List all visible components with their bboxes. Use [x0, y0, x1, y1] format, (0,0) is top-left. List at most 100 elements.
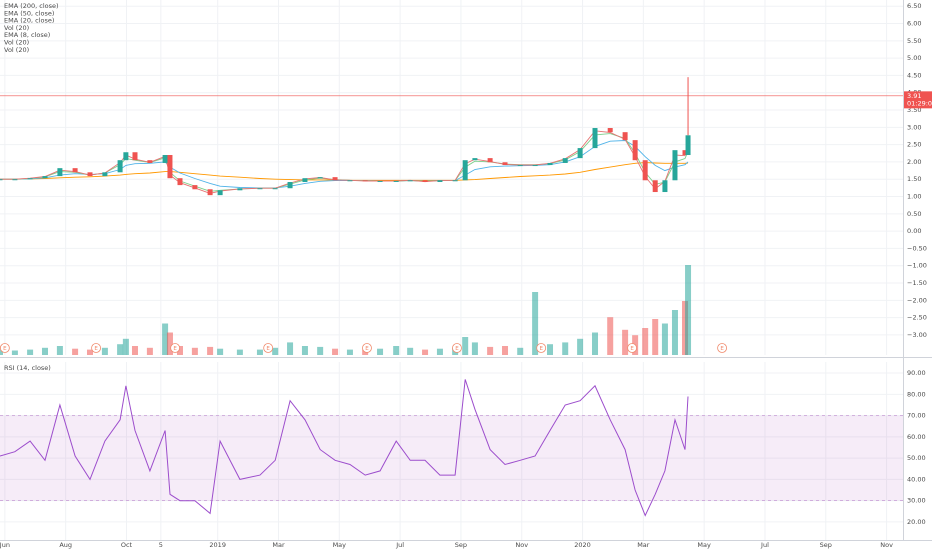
candle	[217, 190, 223, 196]
candle	[562, 158, 568, 163]
y-tick-label: 50.00	[907, 454, 926, 462]
candle	[682, 150, 688, 156]
y-tick-label: 5.00	[907, 54, 921, 62]
x-tick-label: Oct	[121, 541, 133, 549]
volume-bar	[287, 342, 294, 355]
candle	[472, 158, 478, 161]
candle	[662, 180, 668, 193]
earnings-label: E	[365, 346, 369, 352]
volume-bar	[577, 338, 584, 355]
y-tick-label: 60.00	[907, 433, 926, 441]
y-tick-label: 80.00	[907, 390, 926, 398]
earnings-label: E	[3, 346, 7, 352]
volume-bar	[122, 338, 129, 355]
candle	[502, 162, 508, 166]
earnings-label: E	[266, 346, 270, 352]
x-tick-label: Jul	[395, 541, 404, 549]
earnings-marker	[0, 343, 10, 353]
x-tick-label: Jul	[760, 541, 769, 549]
candle	[532, 165, 538, 167]
candle	[332, 177, 338, 181]
candle	[272, 188, 278, 190]
volume-bar	[162, 323, 169, 355]
candle	[177, 178, 183, 186]
volume-bar	[471, 342, 478, 355]
legend-entry: Vol (20)	[4, 39, 29, 47]
candle	[422, 180, 428, 182]
legend-entry: EMA (8, close)	[4, 31, 50, 39]
candle	[487, 158, 493, 163]
y-tick-label: 40.00	[907, 475, 926, 483]
rsi-band	[0, 415, 903, 501]
x-tick-label: May	[333, 541, 347, 549]
candle	[347, 180, 353, 182]
y-tick-label: 70.00	[907, 412, 926, 420]
volume-bar	[72, 348, 79, 355]
candle	[0, 179, 3, 181]
candle	[622, 132, 628, 141]
earnings-marker	[536, 343, 547, 353]
earnings-marker	[452, 343, 462, 353]
candle	[393, 180, 399, 182]
volume-bar	[671, 310, 678, 355]
candle	[547, 162, 553, 166]
volume-bar	[11, 350, 18, 355]
candle	[642, 160, 648, 181]
volume-bar	[27, 349, 34, 355]
candle	[237, 188, 243, 191]
volume-bar	[622, 329, 629, 355]
volume-bar	[532, 292, 539, 355]
earnings-label: E	[173, 346, 177, 352]
y-tick-label: 0.00	[907, 227, 921, 235]
volume-bar	[487, 346, 494, 355]
volume-bar	[462, 337, 469, 355]
candle	[452, 180, 458, 182]
candle	[42, 176, 48, 179]
earnings-marker	[362, 343, 372, 353]
earnings-marker	[263, 343, 274, 353]
volume-bar	[547, 344, 554, 355]
candle	[287, 181, 293, 189]
volume-bar	[191, 347, 198, 355]
x-tick-label: Nov	[880, 541, 893, 549]
y-tick-label: 5.50	[907, 37, 921, 45]
volume-bar	[117, 344, 124, 355]
countdown-label: 01:29:06	[907, 99, 932, 107]
volume-bar	[56, 346, 63, 355]
volume-bar	[146, 347, 153, 355]
y-tick-label: 30.00	[907, 497, 926, 505]
candle	[132, 152, 138, 161]
y-tick-label: −3.00	[907, 331, 927, 339]
y-tick-label: 3.50	[907, 106, 921, 114]
volume-bar	[236, 349, 243, 355]
volume-bar	[592, 332, 599, 355]
x-tick-label: Jun	[0, 541, 10, 549]
volume-bar	[272, 347, 279, 355]
volume-bar	[685, 265, 692, 355]
candle	[302, 178, 308, 182]
y-tick-label: 4.50	[907, 71, 921, 79]
candle	[592, 128, 598, 149]
volume-bar	[317, 346, 324, 355]
x-tick-label: 5	[159, 541, 163, 549]
candle	[462, 160, 468, 181]
candle	[607, 128, 613, 133]
candle	[437, 180, 443, 182]
candle	[12, 179, 18, 181]
candle	[577, 148, 583, 159]
x-tick-label: Sep	[455, 541, 467, 549]
y-tick-label: 90.00	[907, 369, 926, 377]
earnings-marker	[627, 343, 637, 353]
volume-bar	[0, 349, 3, 355]
ema-line	[0, 130, 689, 194]
last-price-label: 3.91	[907, 92, 921, 100]
candle	[652, 180, 658, 193]
volume-bar	[166, 332, 173, 355]
candle	[87, 172, 93, 177]
legend-entry: Vol (20)	[4, 24, 29, 32]
volume-bar	[517, 347, 524, 355]
candle	[123, 152, 129, 161]
legend-entry: EMA (200, close)	[4, 2, 59, 10]
candle	[72, 168, 78, 173]
